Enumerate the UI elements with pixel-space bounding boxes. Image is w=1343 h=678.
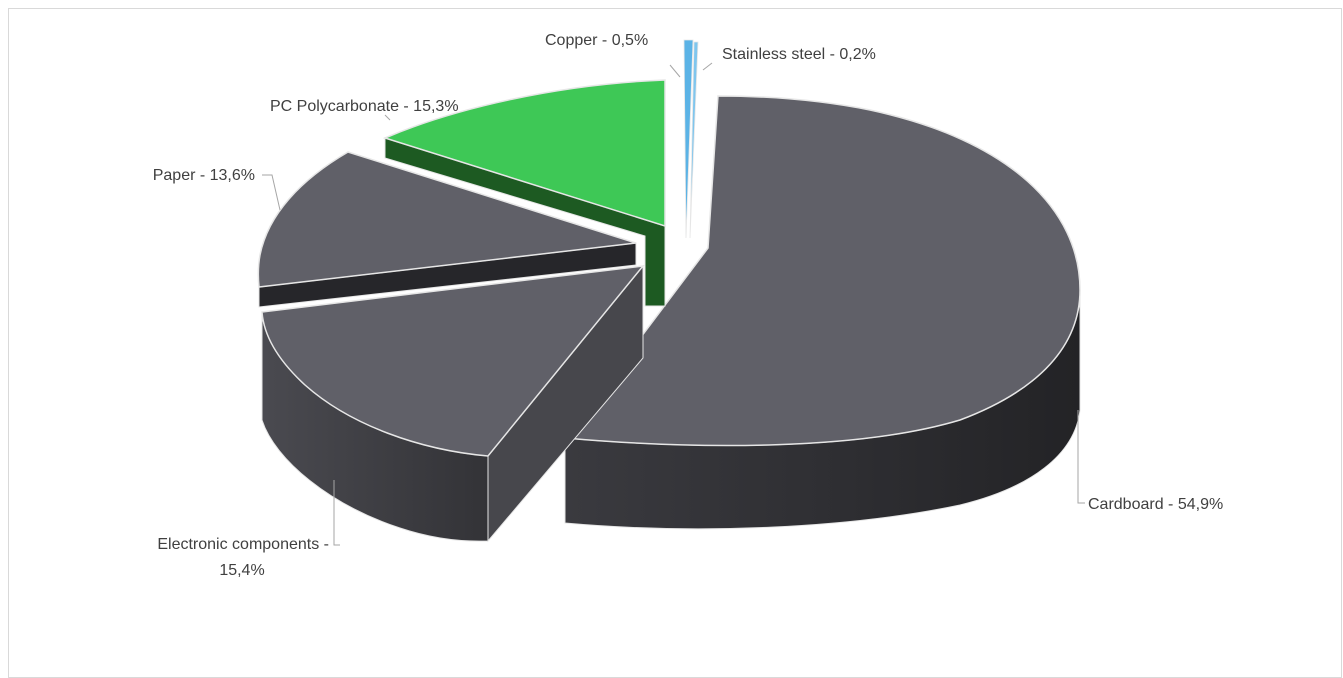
label-electronic-components-line2: 15,4%: [219, 562, 264, 579]
leader-copper: [669, 64, 681, 78]
slice-electronic-components[interactable]: [261, 264, 645, 543]
slice-paper[interactable]: [257, 151, 637, 308]
leader-paper: [262, 174, 281, 211]
label-stainless-steel: Stainless steel - 0,2%: [722, 46, 876, 63]
leader-stainless-steel: [702, 62, 713, 71]
label-pc-polycarbonate: PC Polycarbonate - 15,3%: [270, 98, 459, 115]
slice-copper-top: [683, 39, 694, 239]
label-paper: Paper - 13,6%: [153, 167, 255, 184]
slice-cardboard[interactable]: [563, 95, 1081, 530]
slice-electronic-components-top: [261, 265, 645, 457]
label-electronic-components-line1: Electronic components -: [157, 536, 329, 553]
slice-pc-polycarbonate-top: [382, 79, 666, 228]
slice-copper[interactable]: [683, 39, 694, 239]
slice-pc-polycarbonate[interactable]: [382, 79, 666, 307]
label-cardboard: Cardboard - 54,9%: [1088, 496, 1223, 513]
slice-stainless-steel[interactable]: [689, 41, 699, 239]
label-copper: Copper - 0,5%: [545, 32, 648, 49]
slice-cardboard-top: [563, 95, 1081, 447]
slice-stainless-steel-top: [689, 41, 699, 239]
leader-cardboard: [1077, 410, 1085, 504]
leader-pc-polycarbonate: [384, 114, 391, 121]
slice-paper-top: [257, 151, 637, 288]
leader-electronic-components: [333, 480, 340, 546]
